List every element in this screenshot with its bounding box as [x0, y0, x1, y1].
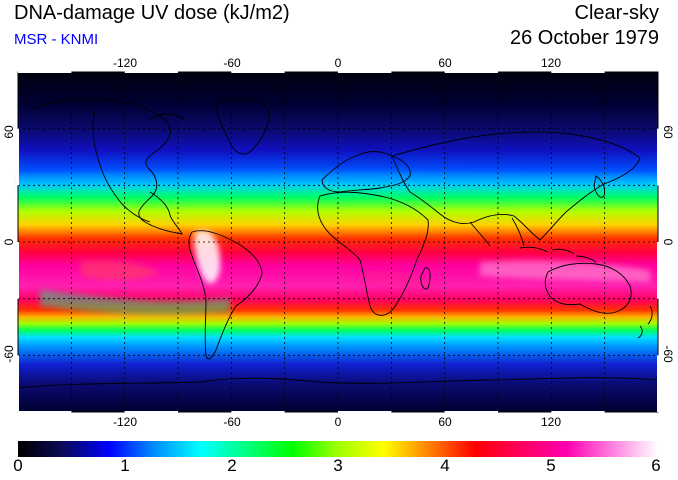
frame-tick [18, 70, 72, 73]
frame-tick [124, 70, 178, 73]
frame-tick [444, 70, 498, 73]
graticule [18, 72, 658, 412]
lon-label-bottom: 60 [438, 415, 452, 429]
frame-tick [338, 411, 392, 414]
colorbar-label: 4 [440, 456, 450, 475]
lon-label-top: 120 [540, 56, 562, 70]
frame-tick [231, 70, 285, 73]
lat-label-right: -60 [661, 345, 675, 363]
frame-tick [18, 411, 72, 414]
colorbar-label: 0 [13, 456, 23, 475]
frame-tick [16, 355, 19, 412]
lon-label-top: 60 [438, 56, 452, 70]
frame-tick [16, 242, 19, 299]
lon-label-top: 0 [334, 56, 342, 70]
frame-tick [231, 411, 285, 414]
lat-label-left: 60 [2, 125, 16, 139]
lat-label-right: 0 [661, 238, 675, 246]
colorbar-label: 3 [333, 456, 343, 475]
lon-label-top: -60 [223, 56, 241, 70]
lon-label-bottom: -120 [112, 415, 138, 429]
frame-tick [657, 355, 660, 412]
lat-label-right: 60 [661, 125, 675, 139]
lon-label-bottom: 120 [540, 415, 562, 429]
lat-label-left: -60 [2, 345, 16, 363]
frame-tick [444, 411, 498, 414]
frame-tick [124, 411, 178, 414]
coastlines [17, 98, 659, 389]
colorbar-label: 1 [120, 456, 130, 475]
colorbar [18, 441, 658, 457]
frame-ticks [16, 70, 660, 414]
colorbar-label: 6 [651, 456, 661, 475]
map-title: DNA-damage UV dose (kJ/m2) [14, 2, 290, 24]
map-source: MSR - KNMI [14, 31, 99, 48]
frame-tick [551, 70, 605, 73]
frame-tick [551, 411, 605, 414]
lat-label-left: 0 [2, 238, 16, 246]
frame-tick [657, 242, 660, 299]
lon-label-top: -120 [112, 56, 138, 70]
frame-tick [16, 128, 19, 186]
frame-tick [657, 128, 660, 186]
lon-label-bottom: -60 [223, 415, 241, 429]
colorbar-label: 5 [546, 456, 556, 475]
map-date: 26 October 1979 [510, 27, 659, 49]
colorbar-label: 2 [227, 456, 237, 475]
sky-condition: Clear-sky [574, 2, 659, 24]
frame-tick [338, 70, 392, 73]
lon-label-bottom: 0 [334, 415, 342, 429]
colorbar-gradient [18, 441, 658, 457]
regional-anomalies [18, 170, 650, 315]
